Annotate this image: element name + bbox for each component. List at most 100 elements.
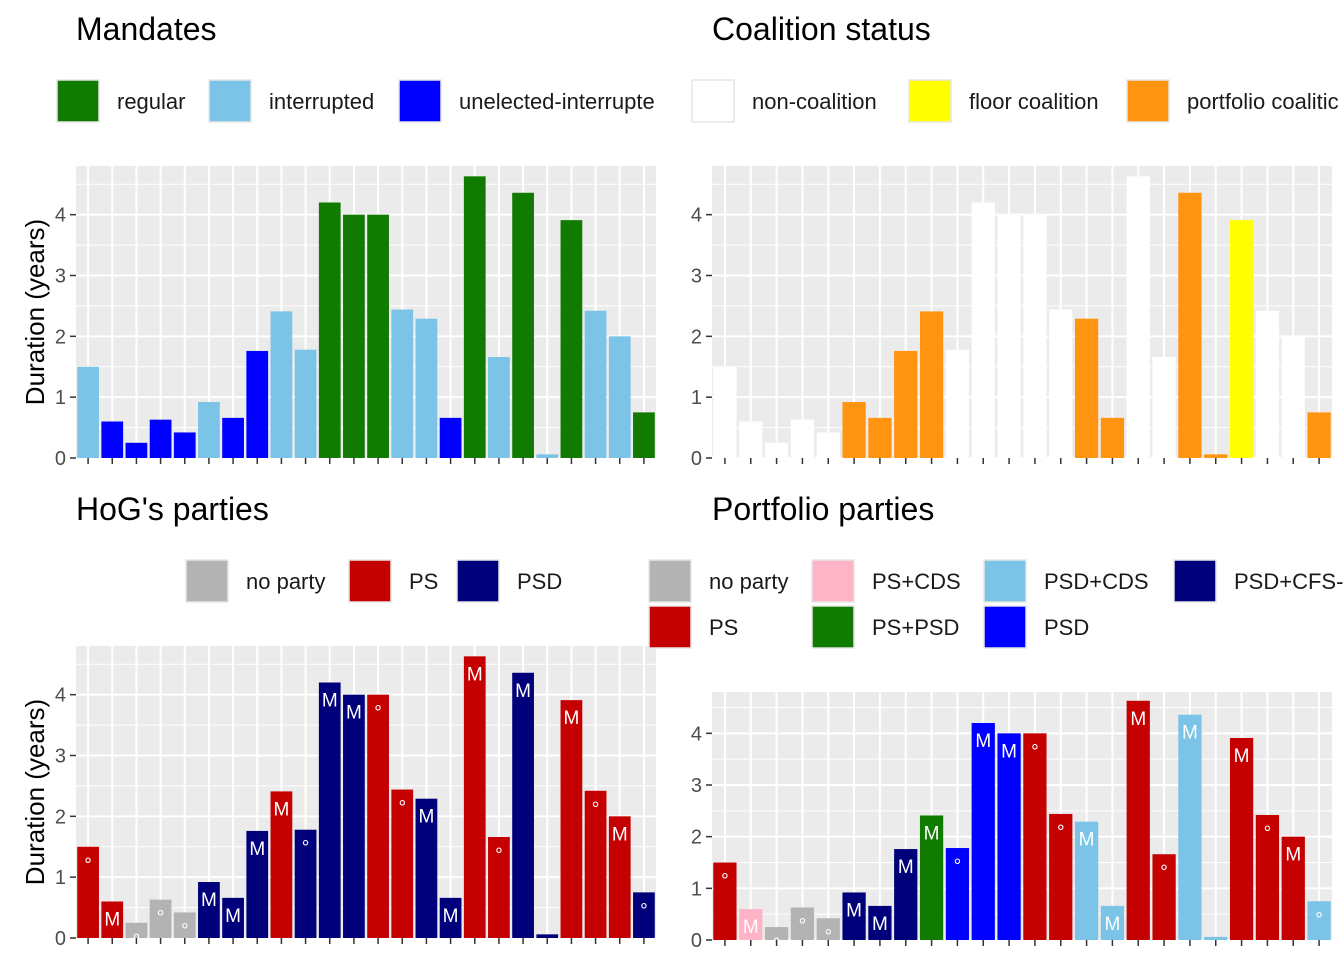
legend-item: PSD <box>983 605 1089 649</box>
bar <box>1229 220 1254 458</box>
legend-label: floor coalition <box>969 89 1099 114</box>
legend-item: no party <box>185 559 326 603</box>
bar-label: ° <box>84 855 92 876</box>
bar <box>415 318 438 458</box>
legend-item: unelected-interrupte <box>398 79 655 123</box>
bar <box>1178 192 1202 458</box>
bar <box>816 918 840 940</box>
bar <box>77 846 99 938</box>
y-tick-label: 3 <box>691 266 702 288</box>
bar-label: ° <box>954 856 962 877</box>
y-tick-label: 3 <box>55 266 66 288</box>
legend-label: interrupted <box>269 89 374 114</box>
bar-label: ° <box>495 845 503 866</box>
y-tick-label: 4 <box>55 205 66 227</box>
bar-label: ° <box>640 900 648 921</box>
legend-key <box>648 559 692 603</box>
bar-label: ° <box>181 920 189 941</box>
legend-item: PS+CDS <box>811 559 961 603</box>
legend-key <box>983 559 1027 603</box>
bar-label: M <box>564 708 580 729</box>
gridlines <box>712 692 1332 941</box>
legend-key <box>811 559 855 603</box>
bar <box>512 192 534 458</box>
bar-label: M <box>1234 746 1250 767</box>
bar <box>608 336 631 458</box>
bar <box>1255 814 1280 940</box>
bar <box>488 837 510 938</box>
legend-key <box>185 559 229 603</box>
bar <box>488 357 510 458</box>
bar-label: ° <box>1264 823 1272 844</box>
bar-label: M <box>467 664 483 685</box>
bar <box>1152 854 1176 940</box>
bar-label: M <box>1105 914 1121 935</box>
bar <box>367 214 389 458</box>
bar-label: M <box>1182 723 1198 744</box>
bar-label: ° <box>374 703 382 724</box>
x-axis <box>87 938 645 944</box>
bar <box>1049 309 1073 458</box>
bar <box>739 909 763 940</box>
bar-label: M <box>346 703 362 724</box>
y-tick-label: 3 <box>691 775 702 797</box>
legend-item: interrupted <box>208 79 374 123</box>
legend-label: portfolio coalitic <box>1187 89 1339 114</box>
bar <box>1074 318 1099 458</box>
bar <box>764 927 789 940</box>
bar <box>1074 821 1099 940</box>
bar <box>149 419 172 458</box>
legend-label: no party <box>246 569 326 594</box>
bar <box>343 214 365 458</box>
legend-label: unelected-interrupte <box>459 89 655 114</box>
bar-label: M <box>443 906 459 927</box>
bar <box>1204 454 1228 458</box>
bar <box>584 310 607 458</box>
y-tick-label: 1 <box>55 867 66 889</box>
bar <box>790 419 815 458</box>
bar <box>463 656 486 938</box>
bars <box>77 176 655 458</box>
bar <box>764 442 789 458</box>
y-axis: 0 1 2 3 4 <box>55 685 76 950</box>
legend-key <box>1173 559 1217 603</box>
bar <box>149 899 172 938</box>
bar-label: ° <box>1031 741 1039 762</box>
bar <box>318 682 341 938</box>
bar <box>1100 905 1125 940</box>
bar-label: ° <box>302 838 310 859</box>
bar <box>318 202 341 458</box>
y-axis: 0 1 2 3 4 <box>691 723 712 952</box>
bars <box>713 176 1331 458</box>
chart-panel-2: Coalition status non-coalition floor coali… <box>691 11 1339 470</box>
bar <box>713 366 737 458</box>
y-tick-label: 1 <box>691 387 702 409</box>
bar <box>1204 936 1228 940</box>
legend-item: no party <box>648 559 789 603</box>
bar <box>584 790 607 938</box>
bar <box>246 830 269 938</box>
bar <box>125 442 148 458</box>
bar <box>1023 733 1047 940</box>
y-tick-label: 0 <box>55 928 66 950</box>
bar-label: ° <box>398 798 406 819</box>
bar <box>439 897 462 938</box>
y-tick-label: 1 <box>691 878 702 900</box>
bar <box>560 220 583 458</box>
bar-label: M <box>846 900 862 921</box>
legend-key <box>456 559 500 603</box>
bar <box>945 848 970 940</box>
legend-label: PS <box>709 615 738 640</box>
legend-item: PSD+CFS- <box>1173 559 1343 603</box>
bar <box>391 789 414 938</box>
bar <box>1255 310 1280 458</box>
x-axis <box>724 940 1320 946</box>
legend-item: non-coalition <box>691 79 877 123</box>
y-tick-label: 4 <box>691 205 702 227</box>
bar <box>222 897 244 938</box>
legend-key <box>983 605 1027 649</box>
bar-label: M <box>743 917 759 938</box>
